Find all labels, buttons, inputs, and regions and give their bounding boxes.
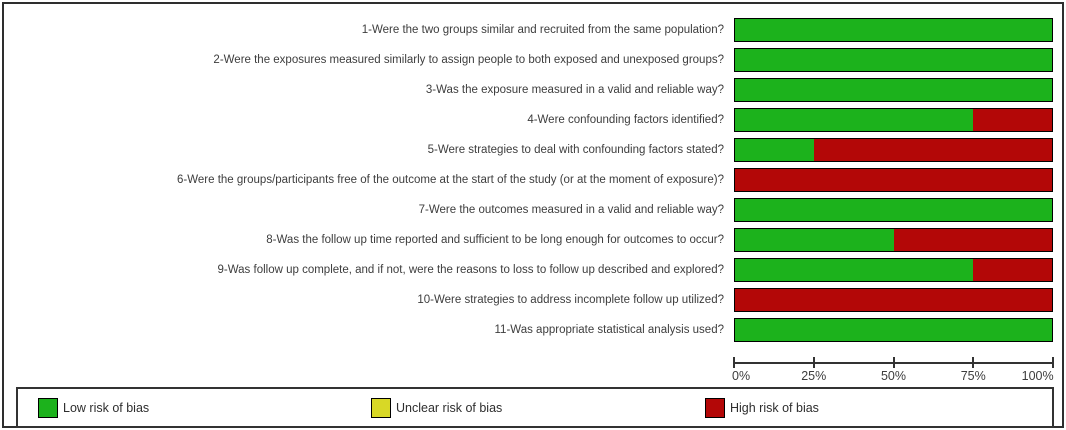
bar-segment-low [735,319,1052,341]
question-row: 4-Were confounding factors identified? [12,105,1056,135]
x-axis-tick [972,357,975,368]
bar-segment-low [735,79,1052,101]
question-row: 2-Were the exposures measured similarly … [12,45,1056,75]
x-axis-tick [812,357,815,368]
question-row: 5-Were strategies to deal with confoundi… [12,135,1056,165]
bar-segment-low [735,49,1052,71]
risk-bar [734,228,1053,252]
question-row: 10-Were strategies to address incomplete… [12,285,1056,315]
bar-segment-high [972,259,1052,281]
question-label: 2-Were the exposures measured similarly … [213,53,724,66]
legend-box: Low risk of bias Unclear risk of bias High… [16,387,1054,428]
bar-segment-low [735,199,1052,221]
risk-bar [734,18,1053,42]
question-row: 7-Were the outcomes measured in a valid … [12,195,1056,225]
question-label: 10-Were strategies to address incomplete… [417,293,724,306]
question-row: 1-Were the two groups similar and recrui… [12,15,1056,45]
bar-segment-low [735,19,1052,41]
risk-bar [734,288,1053,312]
risk-bar [734,198,1053,222]
bar-segment-high [735,169,1052,191]
question-label: 8-Was the follow up time reported and su… [266,233,724,246]
question-row: 8-Was the follow up time reported and su… [12,225,1056,255]
bar-segment-high [735,289,1052,311]
question-row: 3-Was the exposure measured in a valid a… [12,75,1056,105]
bar-segment-high [814,139,1052,161]
x-axis-tick-label: 25% [801,369,827,383]
x-axis-tick-label: 75% [960,369,986,383]
question-row: 11-Was appropriate statistical analysis … [12,315,1056,345]
question-row: 6-Were the groups/participants free of t… [12,165,1056,195]
unclear-risk-swatch [371,397,391,418]
risk-bar [734,258,1053,282]
x-axis-tick [1052,357,1054,368]
x-axis-tick-label: 100% [1021,369,1054,383]
legend-label: Low risk of bias [63,400,150,415]
x-axis: 0% 25% 50% 75% 100% [732,356,1054,383]
x-axis-tick-label: 50% [880,369,907,383]
legend-label: High risk of bias [730,400,819,415]
risk-bar [734,318,1053,342]
chart-rows: 1-Were the two groups similar and recrui… [12,15,1056,345]
bar-segment-high [972,109,1052,131]
question-label: 4-Were confounding factors identified? [527,113,724,126]
legend-item-high-risk: High risk of bias [705,397,819,418]
bar-segment-high [893,229,1052,251]
question-label: 9-Was follow up complete, and if not, we… [217,263,725,276]
question-label: 7-Were the outcomes measured in a valid … [418,203,724,216]
high-risk-swatch [705,397,725,418]
risk-bar [734,138,1053,162]
risk-bar [734,168,1053,192]
bar-segment-low [735,229,894,251]
legend-item-low-risk: Low risk of bias [38,397,150,418]
x-axis-tick [733,357,735,368]
risk-bar [734,108,1053,132]
risk-bar [734,78,1053,102]
bar-segment-low [735,109,973,131]
risk-bar [734,48,1053,72]
legend-label: Unclear risk of bias [396,400,503,415]
question-label: 6-Were the groups/participants free of t… [177,173,724,186]
bar-segment-low [735,259,973,281]
legend-item-unclear-risk: Unclear risk of bias [371,397,503,418]
x-axis-tick [892,357,895,368]
low-risk-swatch [38,397,58,418]
bar-segment-low [735,139,815,161]
question-row: 9-Was follow up complete, and if not, we… [12,255,1056,285]
question-label: 3-Was the exposure measured in a valid a… [425,83,724,96]
x-axis-tick-label: 0% [732,369,751,383]
question-label: 1-Were the two groups similar and recrui… [361,23,724,36]
question-label: 11-Was appropriate statistical analysis … [494,323,724,336]
question-label: 5-Were strategies to deal with confoundi… [427,143,724,156]
